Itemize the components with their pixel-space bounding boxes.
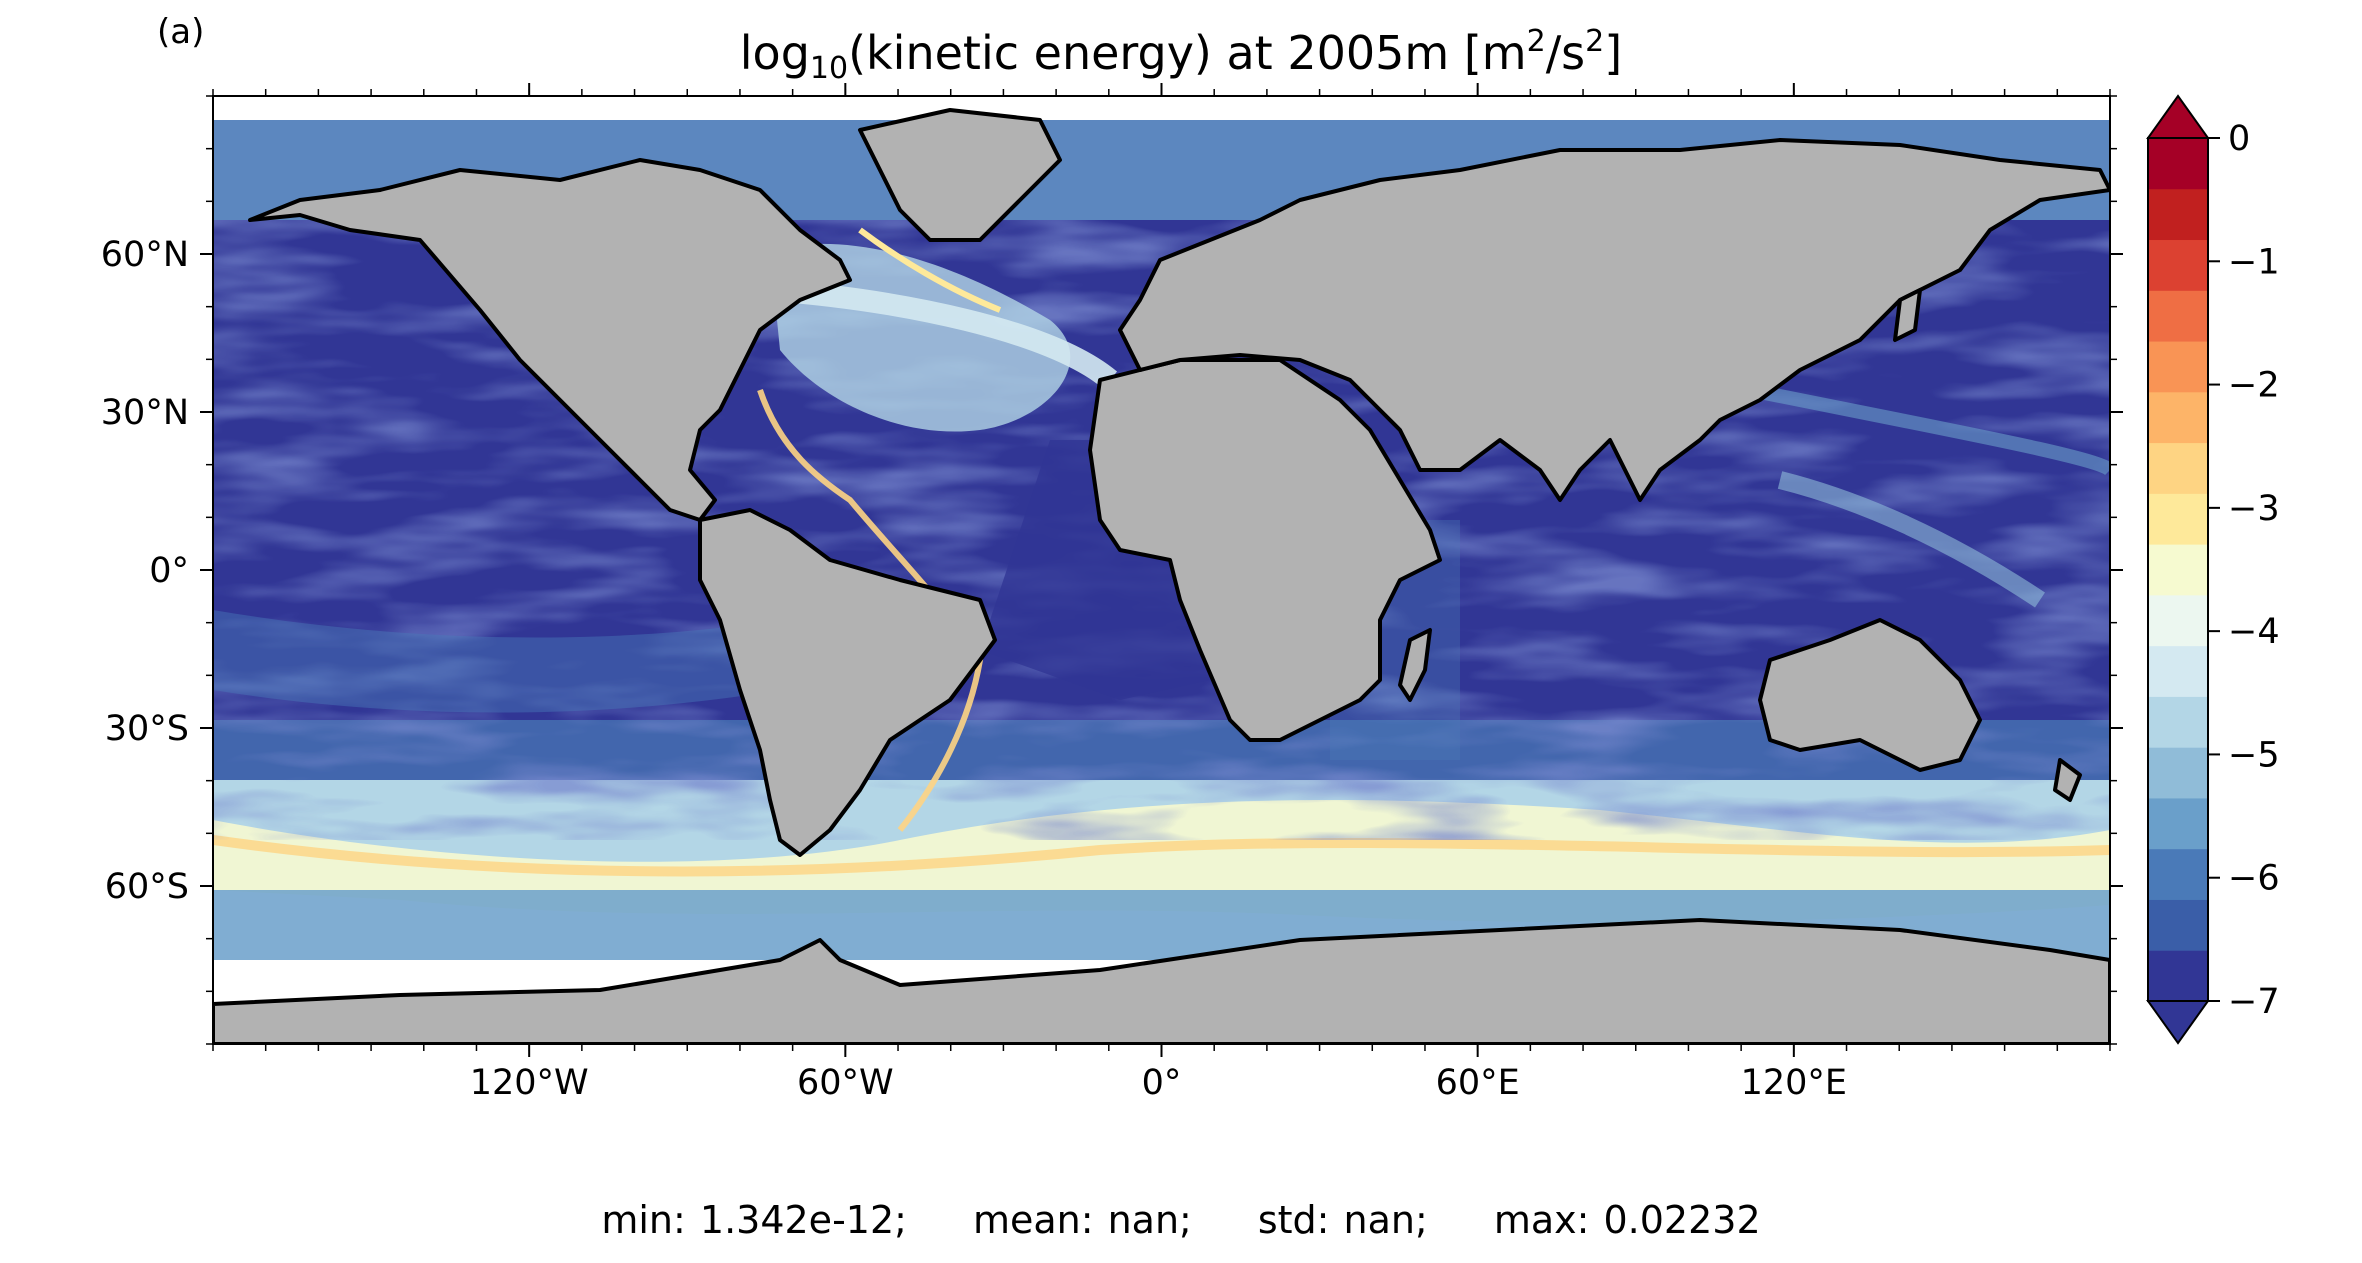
colorbar-tick-label: −7 [2228, 982, 2280, 1022]
title-subscript: 10 [809, 51, 849, 86]
colorbar-tick-label: −3 [2228, 489, 2280, 529]
eurasia [1118, 138, 2110, 502]
title-middle: (kinetic energy) at 2005m [m [848, 26, 1527, 80]
colorbar-extend-max [2146, 94, 2210, 139]
colorbar-tick-label: −2 [2228, 366, 2280, 406]
colorbar-segment [2148, 797, 2208, 850]
title-sup2: 2 [1585, 24, 1605, 59]
colorbar-tick-label: −4 [2228, 612, 2280, 652]
lon-tick-label: 60°W [797, 1063, 894, 1103]
japan [1893, 288, 1922, 342]
colorbar-segment [2148, 645, 2208, 697]
antarctica [213, 918, 2110, 1044]
axis-ticks: 120°W 60°W 0° 60°E 120°E 60°N 30°N 0° 30°S 60°S [101, 83, 2123, 1103]
australia [1758, 618, 1982, 772]
colorbar-segment [2148, 493, 2208, 545]
north-america [248, 158, 852, 522]
colorbar-segment [2148, 899, 2208, 951]
stat-std: std: nan; [1257, 1198, 1428, 1242]
lon-tick-label: 60°E [1436, 1063, 1520, 1103]
title-sup1: 2 [1526, 24, 1546, 59]
colorbar-segment [2148, 188, 2208, 241]
map-title: log10(kinetic energy) at 2005m [m2/s2] [0, 24, 2362, 86]
madagascar [1398, 628, 1432, 702]
lon-tick-label: 120°E [1741, 1063, 1847, 1103]
panel-label: (a) [157, 12, 205, 52]
africa [1088, 358, 1442, 742]
title-mid2: /s [1545, 26, 1586, 80]
lat-tick-label: 30°N [101, 393, 189, 433]
title-prefix: log [739, 26, 810, 80]
colorbar-extend-min [2146, 1000, 2210, 1045]
colorbar-tick-label: 0 [2228, 119, 2250, 159]
greenland [858, 108, 1062, 242]
lat-tick-label: 60°N [101, 235, 189, 275]
stats-line: min: 1.342e-12; mean: nan; std: nan; max: 0… [0, 1198, 2362, 1242]
colorbar-tick-label: −5 [2228, 735, 2280, 775]
lon-tick-label: 120°W [470, 1063, 589, 1103]
kinetic-energy-field [213, 96, 2110, 1044]
colorbar-segment [2148, 341, 2208, 393]
stat-max: max: 0.02232 [1493, 1198, 1761, 1242]
colorbar-segment [2148, 290, 2208, 342]
new-zealand [2053, 758, 2082, 802]
colorbar-segment [2148, 442, 2208, 494]
colorbar-segment [2148, 544, 2208, 596]
title-suffix: ] [1604, 26, 1623, 80]
colorbar-segment [2148, 239, 2208, 291]
colorbar-segment [2148, 848, 2208, 900]
colorbar-segment [2148, 594, 2208, 647]
colorbar-segment [2148, 391, 2208, 444]
colorbar-segment [2148, 950, 2208, 1002]
land-masses [213, 108, 2110, 1044]
lat-tick-label: 30°S [105, 709, 189, 749]
colorbar-segment [2148, 747, 2208, 799]
lat-tick-label: 60°S [105, 867, 189, 907]
colorbar-tick-label: −1 [2228, 242, 2280, 282]
lat-tick-label: 0° [149, 551, 189, 591]
stat-min: min: 1.342e-12; [601, 1198, 907, 1242]
stat-mean: mean: nan; [972, 1198, 1192, 1242]
lon-tick-label: 0° [1142, 1063, 1182, 1103]
colorbar: 0 −1 −2 −3 −4 −5 −6 −7 [2146, 94, 2280, 1045]
colorbar-tick-label: −6 [2228, 859, 2280, 899]
colorbar-segment [2148, 696, 2208, 748]
colorbar-segment [2148, 138, 2208, 190]
colorbar-frame [2147, 137, 2209, 1002]
south-america [698, 508, 997, 857]
